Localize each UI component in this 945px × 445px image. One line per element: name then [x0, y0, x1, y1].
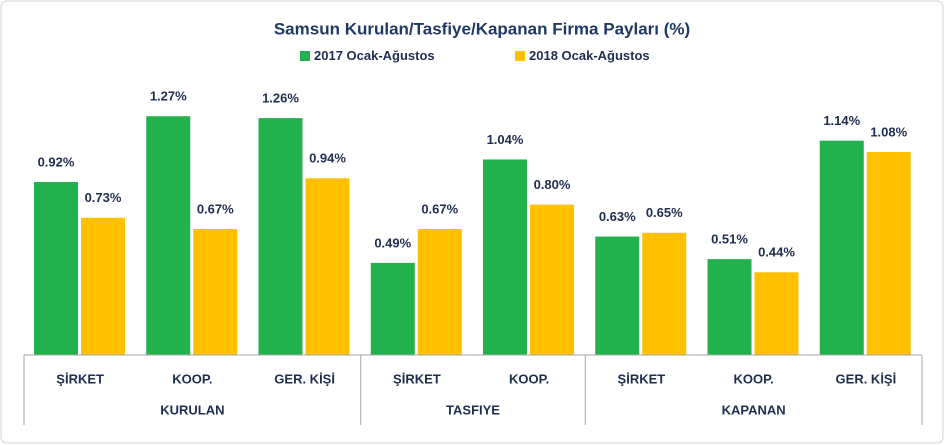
bar: [305, 178, 350, 355]
value-label: 1.04%: [487, 132, 524, 147]
value-label: 1.08%: [870, 124, 907, 139]
bar: [754, 272, 799, 355]
bar: [146, 116, 191, 356]
x-tick-label: KOOP.: [172, 371, 212, 386]
value-label: 1.14%: [823, 113, 860, 128]
x-tick-label: ŞİRKET: [56, 371, 104, 386]
group-label: KAPANAN: [722, 402, 786, 417]
value-label: 0.67%: [421, 201, 458, 216]
value-label: 0.63%: [599, 209, 636, 224]
value-label: 0.73%: [85, 190, 122, 205]
legend-swatch: [300, 51, 310, 61]
bar: [34, 182, 78, 355]
x-tick-label: GER. KİŞİ: [274, 371, 335, 386]
bar: [81, 217, 125, 355]
bar: [642, 232, 687, 355]
value-label: 0.51%: [711, 232, 748, 247]
value-label: 0.65%: [646, 205, 683, 220]
value-label: 0.44%: [758, 245, 795, 260]
chart-title: Samsun Kurulan/Tasfiye/Kapanan Firma Pay…: [274, 19, 690, 38]
x-tick-label: GER. KİŞİ: [836, 371, 897, 386]
bar: [819, 140, 864, 355]
bar: [707, 259, 752, 355]
x-tick-label: ŞİRKET: [393, 371, 441, 386]
x-tick-label: ŞİRKET: [618, 371, 666, 386]
value-label: 0.94%: [309, 151, 346, 166]
bar: [595, 236, 640, 355]
bar: [193, 229, 238, 355]
bar: [417, 229, 462, 355]
value-label: 0.67%: [197, 201, 234, 216]
x-tick-label: KOOP.: [509, 371, 549, 386]
legend-label: 2017 Ocak-Ağustos: [314, 48, 435, 63]
x-tick-label: KOOP.: [734, 371, 774, 386]
bar: [258, 118, 303, 356]
legend-swatch: [515, 51, 525, 61]
value-label: 0.92%: [38, 154, 75, 169]
value-label: 1.27%: [150, 89, 187, 104]
group-label: TASFIYE: [446, 402, 500, 417]
bar: [370, 262, 415, 355]
bar: [530, 204, 574, 355]
value-label: 0.80%: [534, 177, 571, 192]
group-label: KURULAN: [160, 402, 224, 417]
legend-label: 2018 Ocak-Ağustos: [529, 48, 650, 63]
value-label: 1.26%: [262, 91, 299, 106]
bar: [483, 159, 527, 355]
value-label: 0.49%: [374, 235, 411, 250]
bar: [866, 151, 911, 355]
